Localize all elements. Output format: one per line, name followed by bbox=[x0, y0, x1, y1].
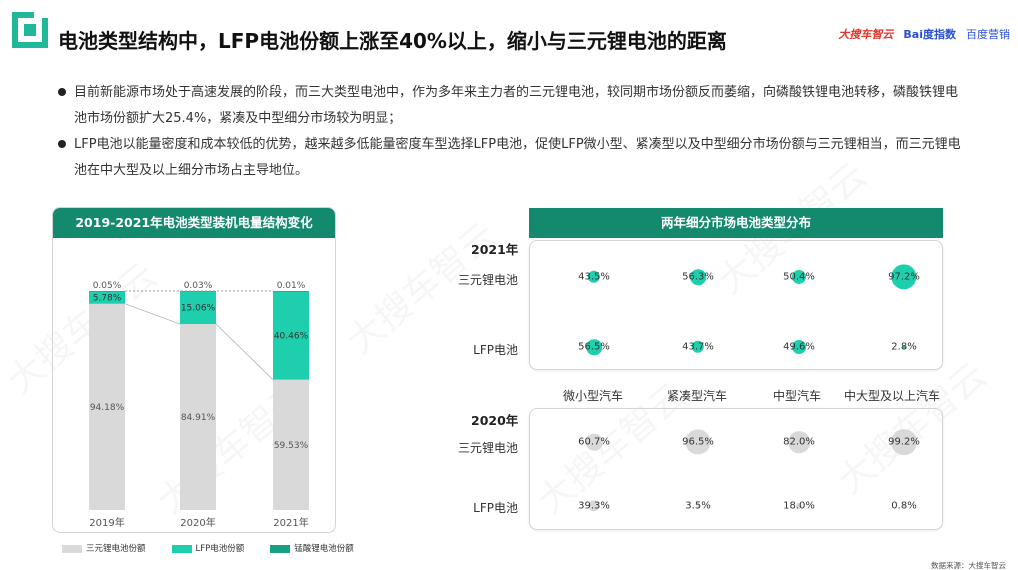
bubble-mark bbox=[891, 264, 917, 290]
bubble-value-label: 18.0% bbox=[783, 500, 815, 512]
bubble-value-label: 97.2% bbox=[888, 271, 920, 283]
bar-segment bbox=[273, 379, 309, 510]
bubble-mark bbox=[788, 431, 810, 453]
row-label: LFP电池 bbox=[473, 343, 518, 357]
panel-year-label: 2021年 bbox=[471, 242, 519, 257]
connector-line bbox=[124, 303, 181, 325]
bubble-mark bbox=[902, 345, 906, 349]
page-title: 电池类型结构中，LFP电池份额上涨至40%以上，缩小与三元锂电池的距离 bbox=[58, 29, 727, 53]
legend-label: 三元锂电池份额 bbox=[86, 544, 146, 554]
bubble-value-label: 96.5% bbox=[682, 436, 714, 448]
data-label: 0.05% bbox=[93, 281, 122, 291]
bubble-value-label: 43.7% bbox=[682, 341, 714, 353]
row-label: 三元锂电池 bbox=[457, 441, 518, 455]
legend-item: LFP电池份额 bbox=[171, 542, 245, 554]
x-tick-label: 2021年 bbox=[273, 516, 308, 529]
category-label: 中大型及以上汽车 bbox=[843, 389, 940, 403]
bar-segment bbox=[273, 291, 309, 292]
bar-segment bbox=[89, 291, 125, 304]
bubble-mark bbox=[902, 504, 906, 508]
bullet-item: LFP电池以能量密度和成本较低的优势，越来越多低能量密度车型选择LFP电池，促使… bbox=[58, 132, 968, 184]
category-label: 微小型汽车 bbox=[562, 389, 623, 403]
bubble-mark bbox=[586, 339, 602, 355]
x-tick-label: 2019年 bbox=[89, 516, 124, 529]
brand-logo-baidu-marketing: 百度营销 bbox=[966, 28, 1010, 41]
bubble-value-label: 56.3% bbox=[682, 271, 714, 283]
data-label: 59.53% bbox=[274, 441, 309, 451]
bullet-item: 目前新能源市场处于高速发展的阶段，而三大类型电池中，作为多年来主力者的三元锂电池… bbox=[58, 80, 968, 132]
bubble-mark bbox=[795, 502, 803, 510]
bubble-mark bbox=[685, 429, 711, 455]
bubble-value-label: 49.6% bbox=[783, 341, 815, 353]
data-label: 94.18% bbox=[90, 403, 125, 413]
bubble-value-label: 2.8% bbox=[891, 341, 917, 353]
bubble-mark bbox=[585, 433, 603, 451]
bar-segment bbox=[180, 324, 216, 510]
data-label: 84.91% bbox=[181, 413, 216, 423]
bubble-mark bbox=[792, 340, 806, 354]
legend-item: 锰酸锂电池份额 bbox=[270, 542, 354, 554]
data-source-note: 数据来源：大搜车智云 bbox=[931, 561, 1006, 570]
data-label: 15.06% bbox=[181, 304, 216, 314]
bubble-value-label: 43.5% bbox=[578, 271, 610, 283]
bubble-mark bbox=[587, 270, 601, 284]
legend-label: LFP电池份额 bbox=[195, 544, 245, 554]
brand-logo-baidu-index: Bai度指数 bbox=[903, 28, 956, 41]
x-tick-label: 2020年 bbox=[180, 516, 215, 529]
bubble-value-label: 99.2% bbox=[888, 436, 920, 448]
bar-segment bbox=[89, 303, 125, 510]
row-label: 三元锂电池 bbox=[457, 273, 518, 287]
bubble-mark bbox=[690, 269, 706, 285]
stacked-bar-chart: 94.18% 5.78% 0.05% 2019年 84.91% 15.06% 0.03% 20… bbox=[89, 281, 309, 529]
bubble-value-label: 3.5% bbox=[685, 500, 711, 512]
bar-segment bbox=[180, 291, 216, 325]
data-label: 5.78% bbox=[93, 293, 122, 303]
bubble-mark bbox=[791, 269, 807, 285]
row-label: LFP电池 bbox=[473, 501, 518, 515]
data-label: 40.46% bbox=[274, 331, 309, 341]
chart-title: 2019-2021年电池类型装机电量结构变化 bbox=[53, 208, 335, 238]
data-label: 0.03% bbox=[184, 281, 213, 291]
category-label: 中型汽车 bbox=[772, 389, 821, 403]
legend-item: 三元锂电池份额 bbox=[62, 542, 146, 554]
chart-legend: 三元锂电池份额 LFP电池份额 锰酸锂电池份额 bbox=[62, 542, 354, 554]
data-label: 0.01% bbox=[277, 281, 306, 291]
category-label: 紧凑型汽车 bbox=[666, 389, 727, 403]
connector-line bbox=[215, 323, 274, 380]
bubble-value-label: 0.8% bbox=[891, 500, 917, 512]
brand-logo-dasouche: 大搜车智云 bbox=[838, 28, 894, 41]
panel-2020 bbox=[529, 408, 943, 530]
legend-label: 锰酸锂电池份额 bbox=[294, 544, 354, 554]
bubble-mark bbox=[691, 340, 705, 354]
panel-2021 bbox=[529, 240, 943, 370]
partner-logos: 大搜车智云 Bai度指数 百度营销 bbox=[838, 26, 1010, 42]
bubble-mark bbox=[588, 500, 600, 512]
stacked-bar-chart-panel: 2019-2021年电池类型装机电量结构变化 94.18% 5.78% 0.05% 2… bbox=[52, 207, 336, 533]
bubble-mark bbox=[696, 504, 700, 508]
bubble-value-label: 39.3% bbox=[578, 500, 610, 512]
bubble-value-label: 60.7% bbox=[578, 436, 610, 448]
bar-segment bbox=[273, 291, 309, 380]
bubble-value-label: 56.5% bbox=[578, 341, 610, 353]
bubble-value-label: 82.0% bbox=[783, 436, 815, 448]
bullet-list: 目前新能源市场处于高速发展的阶段，而三大类型电池中，作为多年来主力者的三元锂电池… bbox=[58, 80, 968, 184]
panel-year-label: 2020年 bbox=[471, 413, 519, 428]
bar-segment bbox=[89, 290, 125, 292]
bubble-value-label: 50.4% bbox=[783, 271, 815, 283]
bubble-mark bbox=[891, 429, 917, 455]
chart-title: 两年细分市场电池类型分布 bbox=[529, 208, 943, 238]
